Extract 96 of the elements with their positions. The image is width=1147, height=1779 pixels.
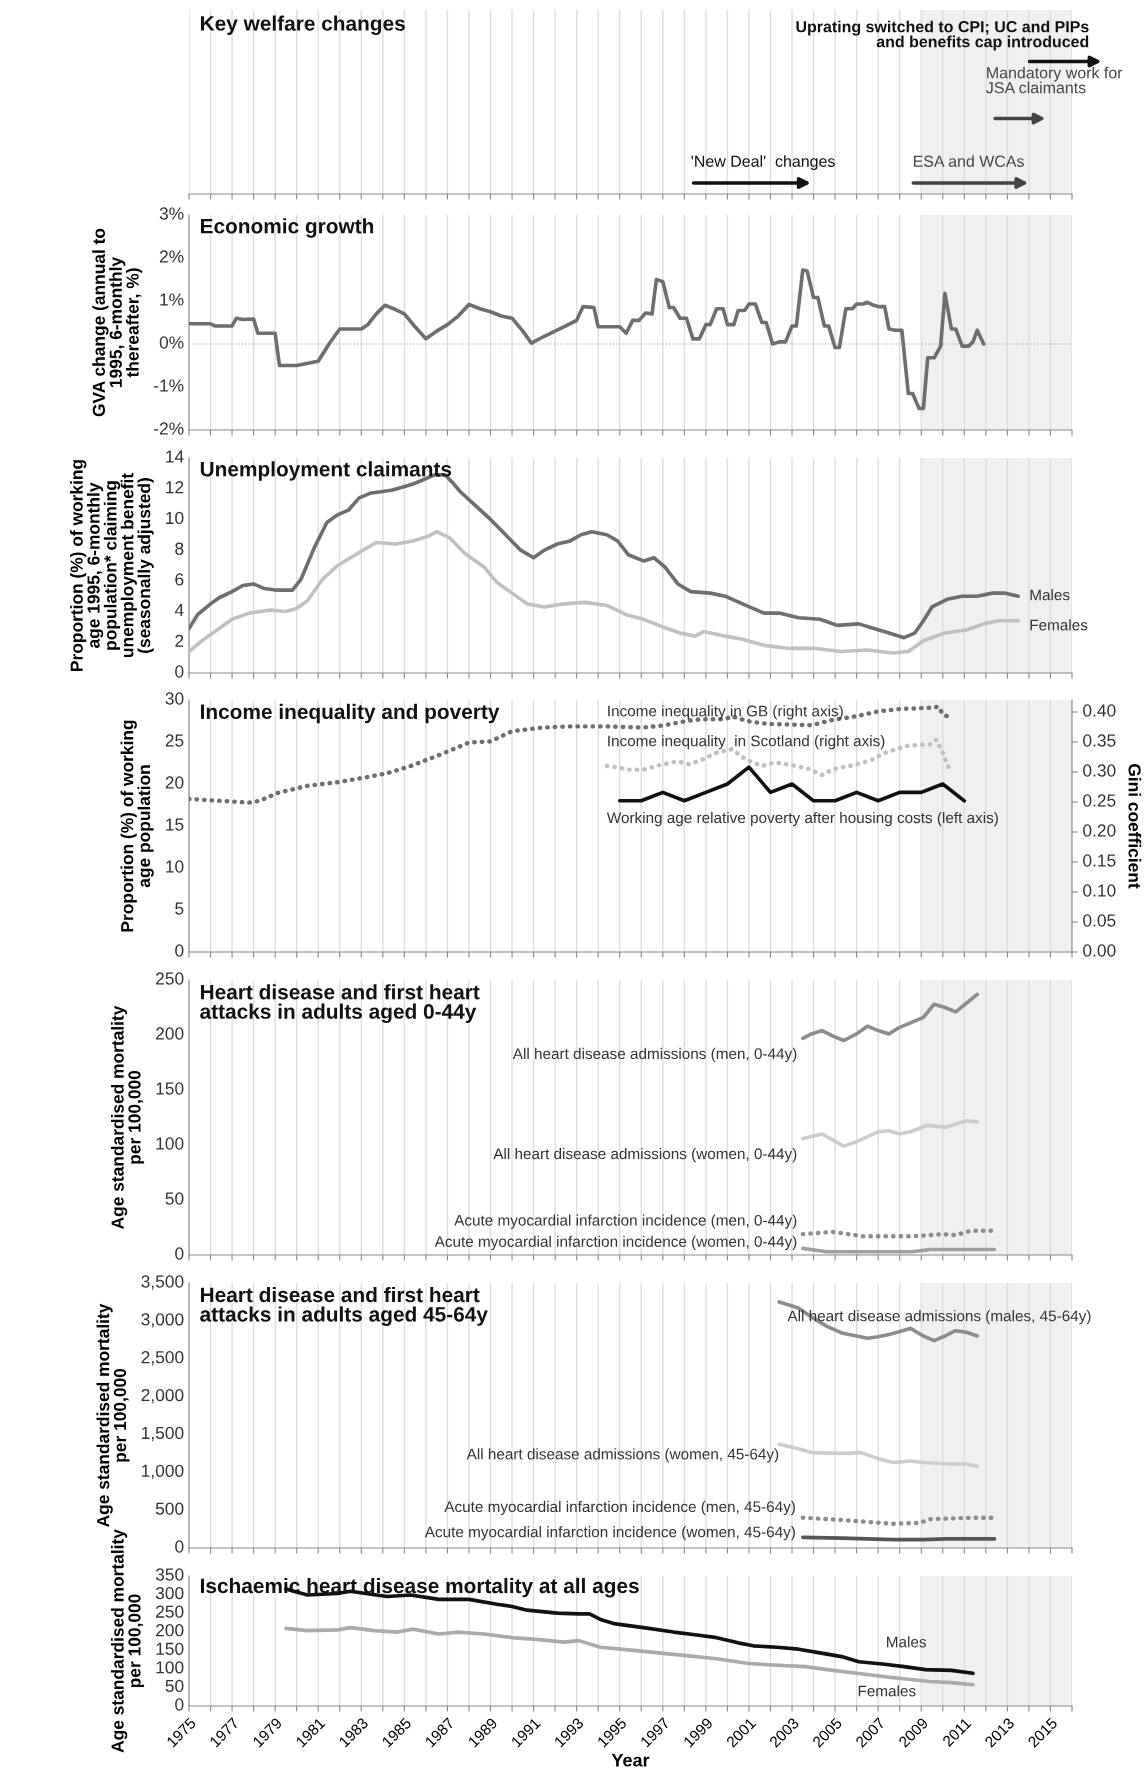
series-label: Males: [887, 1636, 926, 1648]
y-tick-label: 25: [165, 734, 184, 747]
y-tick-label: 1,500: [142, 1426, 184, 1442]
y-tick-label: 14: [166, 450, 184, 463]
series-label: All heart disease admissions (women, 0-44y): [493, 1147, 797, 1163]
line-series: [777, 1300, 980, 1343]
y-tick-label: 2,500: [141, 1351, 184, 1366]
y-tick-label: 3,000: [141, 1313, 184, 1328]
y-tick-label: 20: [165, 776, 184, 789]
y-tick-label: 0: [175, 1540, 184, 1553]
chart-title: Unemployment claimants: [200, 461, 452, 481]
series-label: All heart disease admissions (males, 45-64y): [787, 1310, 1091, 1325]
y-tick-label: 1,000: [142, 1464, 184, 1479]
y-tick-label: 5: [175, 902, 184, 915]
y2-tick-label: 0.15: [1083, 854, 1116, 867]
text: Heart disease and first heart attacks in adults aged 45-64y: [200, 1286, 488, 1326]
y-tick-label: -2%: [154, 422, 184, 435]
y2-tick-label: 0.40: [1083, 704, 1116, 717]
line-series: [604, 737, 952, 778]
y-axis-title: Proportion (%) of working age population: [120, 720, 154, 932]
y-tick-label: 0: [175, 944, 184, 957]
y-tick-label: 10: [166, 860, 184, 873]
y-tick-label: 4: [174, 604, 184, 617]
series-label: All heart disease admissions (women, 45-64y): [466, 1448, 779, 1463]
line-series: [777, 1442, 980, 1469]
y-axis-title: Age standardised mortality per 100,000: [110, 1005, 145, 1229]
y-tick-label: 0: [175, 665, 184, 678]
y2-tick-label: 0.05: [1083, 914, 1116, 927]
y-tick-label: 0: [175, 1698, 184, 1711]
y-axis-title: GVA change (annual to 1995, 6-monthly thereafter, %): [92, 228, 143, 417]
y-tick-label: 0%: [159, 336, 184, 349]
line-series: [800, 1515, 995, 1526]
y-tick-label: 50: [165, 1192, 184, 1205]
chart-title: Income inequality and poverty: [200, 703, 500, 724]
y-tick-label: 150: [156, 1082, 184, 1095]
y-tick-label: 2: [175, 634, 184, 647]
y2-tick-label: 0.20: [1083, 824, 1116, 837]
y-axis-title: Age standardised mortality per 100,000: [96, 1303, 130, 1527]
y-tick-label: 3%: [159, 207, 184, 220]
y2-tick-label: 0.25: [1083, 794, 1116, 807]
line-series: [284, 1625, 975, 1687]
y-tick-label: 8: [175, 542, 184, 555]
text: Key welfare changes: [200, 15, 405, 36]
text: Heart disease and first heart attacks in adults aged 0-44y: [200, 984, 480, 1024]
line-series: [189, 268, 986, 411]
x-axis-title: Year: [611, 1753, 650, 1767]
series-label: All heart disease admissions (men, 0-44y): [512, 1047, 797, 1063]
y-tick-label: 6: [175, 573, 184, 586]
y-tick-label: 350: [155, 1568, 184, 1581]
y-tick-label: 50: [165, 1679, 184, 1693]
series-label: Acute myocardial infarction incidence (men, 45-64y): [444, 1500, 795, 1516]
y2-tick-label: 0.00: [1083, 944, 1116, 957]
series-label: Working age relative poverty after housing costs (left axis): [606, 811, 998, 827]
y-tick-label: 250: [156, 1605, 184, 1618]
y-tick-label: -1%: [154, 379, 184, 392]
y2-tick-label: 0.10: [1083, 884, 1116, 897]
y-tick-label: 15: [166, 818, 184, 831]
series-label: Acute myocardial infarction incidence (men, 0-44y): [454, 1214, 797, 1229]
y-tick-label: 250: [156, 972, 184, 985]
y-tick-label: 2%: [159, 250, 184, 263]
y-tick-label: 150: [156, 1642, 184, 1655]
y-tick-label: 12: [166, 481, 184, 494]
series-label: Income inequality in GB (right axis): [608, 705, 843, 720]
series-label: Income inequality in Scotland (right axis): [608, 735, 885, 750]
y-tick-label: 1%: [160, 293, 184, 306]
y-tick-label: 300: [155, 1586, 184, 1600]
text: Uprating switched to CPI; UC and PIPs and benefits cap introduced: [796, 20, 1089, 51]
text: 'New Deal' changes: [691, 155, 835, 171]
y-axis-title: Proportion (%) of working age 1995, 6-monthly population* claiming unemployment benefit (seasonally adjusted): [70, 460, 154, 671]
y-tick-label: 30: [165, 692, 184, 705]
y-tick-label: 2,000: [141, 1388, 184, 1404]
y2-tick-label: 0.35: [1083, 734, 1116, 747]
y-tick-label: 0: [175, 1247, 184, 1260]
series-label: Males: [1030, 589, 1070, 601]
line-series: [800, 992, 980, 1043]
series-label: Acute myocardial infarction incidence (women, 0-44y): [434, 1235, 797, 1250]
line-series: [617, 765, 967, 803]
y-tick-label: 200: [156, 1027, 184, 1040]
y-tick-label: 3,500: [141, 1275, 184, 1290]
text: ESA and WCAs: [913, 155, 1024, 167]
chart-title: Economic growth: [200, 218, 374, 238]
line-series: [189, 704, 950, 805]
y-tick-label: 500: [155, 1502, 184, 1515]
y-tick-label: 10: [166, 511, 184, 525]
series-label: Females: [858, 1685, 916, 1697]
y-axis-title: Age standardised mortality per 100,000: [110, 1529, 145, 1753]
y2-axis-title: Gini coefficient: [1128, 764, 1142, 889]
text: Mandatory work for JSA claimants: [986, 66, 1123, 94]
series-label: Females: [1030, 619, 1088, 631]
line-series: [800, 1118, 980, 1148]
y-tick-label: 100: [156, 1661, 184, 1674]
y-tick-label: 100: [156, 1137, 184, 1150]
line-series: [189, 529, 1020, 655]
series-label: Acute myocardial infarction incidence (women, 45-64y): [424, 1526, 795, 1541]
y-tick-label: 200: [156, 1624, 184, 1637]
y2-tick-label: 0.30: [1083, 764, 1116, 777]
